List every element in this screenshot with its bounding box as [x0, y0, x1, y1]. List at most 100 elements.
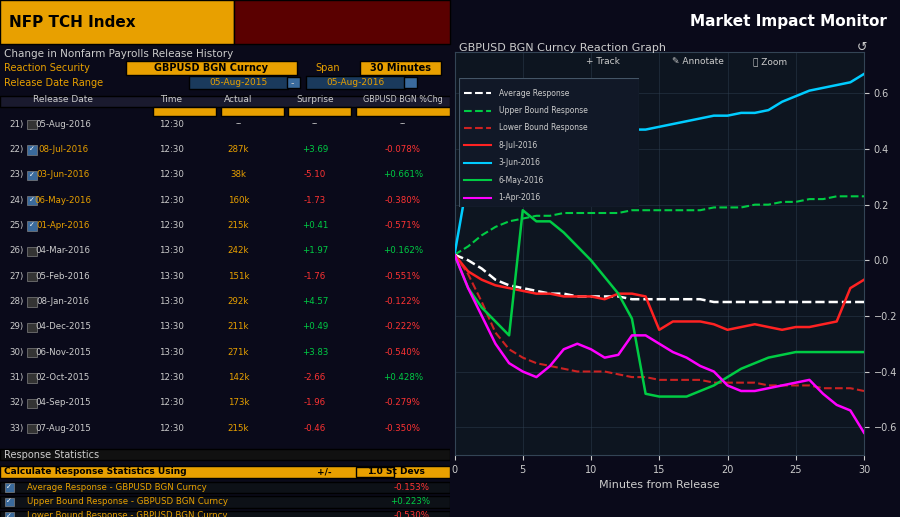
Text: -5.10: -5.10	[304, 170, 326, 179]
Text: 38k: 38k	[230, 170, 247, 179]
FancyBboxPatch shape	[27, 247, 37, 256]
Text: Span: Span	[315, 63, 339, 73]
Text: 28): 28)	[9, 297, 23, 306]
Text: 1.0: 1.0	[367, 467, 382, 476]
FancyBboxPatch shape	[287, 77, 300, 88]
Text: ✎ Annotate: ✎ Annotate	[671, 57, 724, 66]
FancyBboxPatch shape	[27, 196, 37, 205]
Text: 03-Jun-2016: 03-Jun-2016	[36, 170, 90, 179]
Text: 22): 22)	[9, 145, 23, 154]
FancyBboxPatch shape	[306, 76, 405, 89]
Text: -0.350%: -0.350%	[385, 423, 421, 433]
Text: Response Statistics: Response Statistics	[4, 450, 100, 460]
FancyBboxPatch shape	[0, 482, 450, 493]
Text: 13:30: 13:30	[158, 322, 184, 331]
Text: + Track: + Track	[586, 57, 619, 66]
Text: +3.69: +3.69	[302, 145, 328, 154]
FancyBboxPatch shape	[126, 61, 297, 75]
FancyBboxPatch shape	[27, 120, 37, 129]
Text: 26): 26)	[9, 246, 23, 255]
Text: +0.49: +0.49	[302, 322, 328, 331]
Text: +/-: +/-	[317, 467, 331, 476]
Text: 04-Mar-2016: 04-Mar-2016	[35, 246, 91, 255]
Text: 08-Jan-2016: 08-Jan-2016	[37, 297, 89, 306]
Text: Market Impact Monitor: Market Impact Monitor	[689, 14, 886, 29]
Text: -0.530%: -0.530%	[394, 511, 430, 517]
Text: Surprise: Surprise	[296, 95, 334, 104]
Text: GBPUSD BGN Curncy Reaction Graph: GBPUSD BGN Curncy Reaction Graph	[459, 43, 666, 53]
FancyBboxPatch shape	[27, 348, 37, 357]
Text: 06-Nov-2015: 06-Nov-2015	[35, 347, 91, 357]
Text: Upper Bound Response: Upper Bound Response	[499, 106, 588, 115]
Text: 215k: 215k	[228, 221, 249, 230]
Text: 1-Apr-2016: 1-Apr-2016	[499, 193, 541, 202]
Text: St Devs: St Devs	[385, 467, 425, 476]
FancyBboxPatch shape	[360, 61, 441, 75]
FancyBboxPatch shape	[0, 0, 234, 44]
Text: 33): 33)	[9, 423, 23, 433]
Text: 12:30: 12:30	[158, 221, 184, 230]
Text: 04-Sep-2015: 04-Sep-2015	[35, 398, 91, 407]
Text: 30 Minutes: 30 Minutes	[370, 63, 431, 73]
FancyBboxPatch shape	[0, 496, 450, 508]
Text: ✓: ✓	[29, 222, 35, 229]
Text: Lower Bound Response - GBPUSD BGN Curncy: Lower Bound Response - GBPUSD BGN Curncy	[27, 511, 228, 517]
Text: --: --	[312, 119, 318, 129]
FancyBboxPatch shape	[0, 96, 450, 107]
FancyBboxPatch shape	[356, 107, 450, 116]
FancyBboxPatch shape	[220, 107, 284, 116]
Text: +4.57: +4.57	[302, 297, 328, 306]
Text: +0.162%: +0.162%	[382, 246, 423, 255]
Text: 08-Jul-2016: 08-Jul-2016	[38, 145, 88, 154]
Text: 05-Aug-2016: 05-Aug-2016	[35, 119, 91, 129]
FancyBboxPatch shape	[27, 221, 37, 231]
Text: +0.41: +0.41	[302, 221, 328, 230]
Text: -1.76: -1.76	[304, 271, 326, 281]
Text: 287k: 287k	[228, 145, 249, 154]
Text: Time: Time	[160, 95, 182, 104]
Text: Lower Bound Response: Lower Bound Response	[499, 124, 587, 132]
Text: ✓: ✓	[29, 197, 35, 203]
FancyBboxPatch shape	[0, 466, 450, 478]
Text: Release Date: Release Date	[33, 95, 93, 104]
Text: 8-Jul-2016: 8-Jul-2016	[499, 141, 538, 150]
Text: ⌕ Zoom: ⌕ Zoom	[753, 57, 788, 66]
Text: 292k: 292k	[228, 297, 249, 306]
Text: -0.279%: -0.279%	[385, 398, 420, 407]
Text: -0.078%: -0.078%	[385, 145, 421, 154]
Text: 24): 24)	[9, 195, 23, 205]
Text: 06-May-2016: 06-May-2016	[34, 195, 92, 205]
Text: Upper Bound Response - GBPUSD BGN Curncy: Upper Bound Response - GBPUSD BGN Curncy	[27, 497, 228, 506]
Text: Calculate Response Statistics Using: Calculate Response Statistics Using	[4, 467, 187, 476]
Text: 04-Dec-2015: 04-Dec-2015	[35, 322, 91, 331]
Text: -0.122%: -0.122%	[385, 297, 421, 306]
FancyBboxPatch shape	[4, 498, 13, 506]
FancyBboxPatch shape	[189, 76, 288, 89]
Text: 05-Aug-2016: 05-Aug-2016	[327, 78, 384, 87]
Text: ✓: ✓	[6, 498, 12, 505]
FancyBboxPatch shape	[27, 373, 37, 383]
FancyBboxPatch shape	[0, 449, 450, 460]
Text: Average Response - GBPUSD BGN Curncy: Average Response - GBPUSD BGN Curncy	[27, 482, 207, 492]
Text: --: --	[236, 119, 241, 129]
Text: 142k: 142k	[228, 373, 249, 382]
FancyBboxPatch shape	[27, 424, 37, 433]
Text: 02-Oct-2015: 02-Oct-2015	[36, 373, 90, 382]
FancyBboxPatch shape	[27, 145, 37, 155]
Text: 6-May-2016: 6-May-2016	[499, 176, 544, 185]
Text: 29): 29)	[9, 322, 23, 331]
Text: 3-Jun-2016: 3-Jun-2016	[499, 158, 541, 168]
Text: ✓: ✓	[6, 484, 12, 490]
Text: -0.571%: -0.571%	[385, 221, 421, 230]
FancyBboxPatch shape	[288, 107, 351, 116]
Text: 160k: 160k	[228, 195, 249, 205]
FancyBboxPatch shape	[234, 0, 450, 44]
Text: GBPUSD BGN Curncy: GBPUSD BGN Curncy	[155, 63, 268, 73]
Text: 12:30: 12:30	[158, 119, 184, 129]
Text: 271k: 271k	[228, 347, 249, 357]
Text: 13:30: 13:30	[158, 271, 184, 281]
Text: 23): 23)	[9, 170, 23, 179]
Text: -0.380%: -0.380%	[385, 195, 421, 205]
Text: +0.428%: +0.428%	[382, 373, 423, 382]
Text: 31): 31)	[9, 373, 23, 382]
